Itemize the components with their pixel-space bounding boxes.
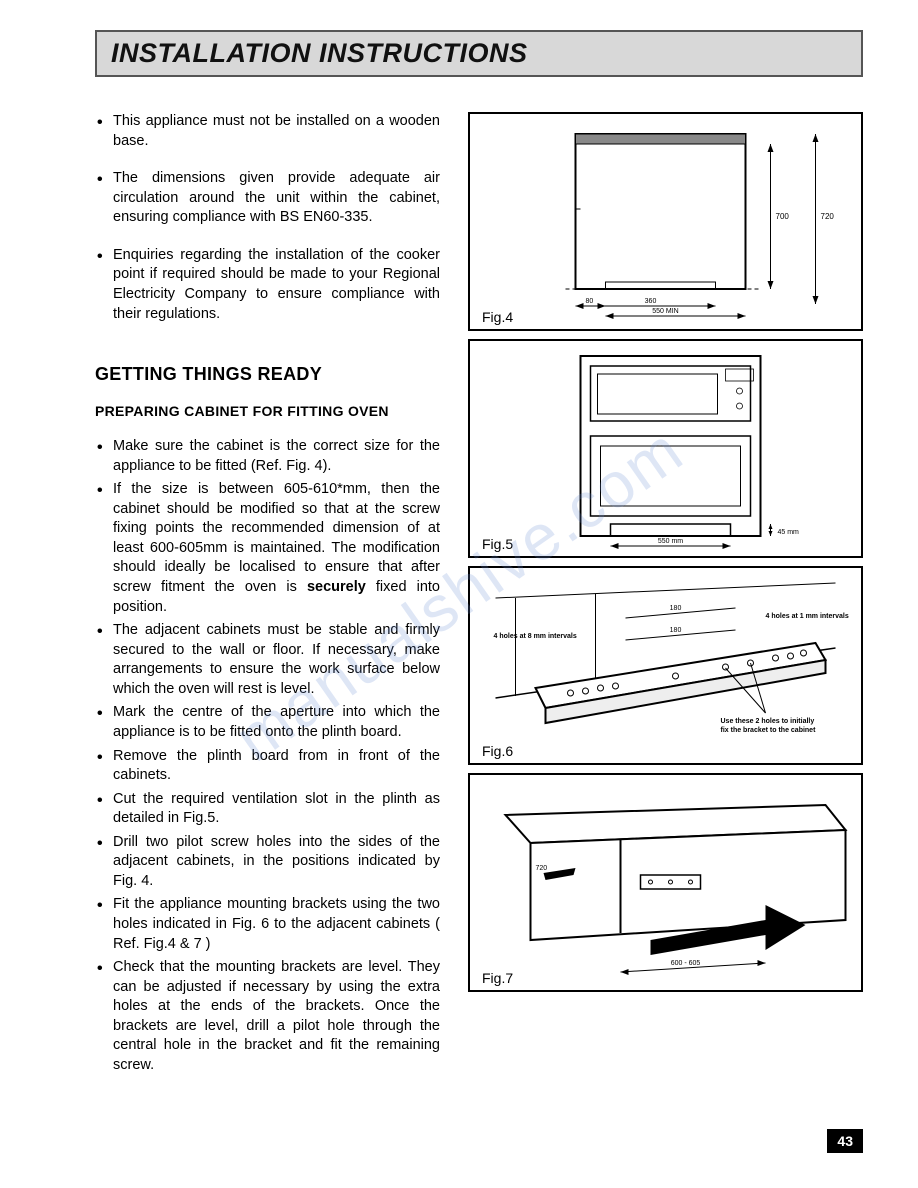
bullet: Make sure the cabinet is the correct siz… — [95, 437, 440, 476]
figure-caption: Fig.4 — [478, 309, 517, 325]
bullet: Drill two pilot screw holes into the sid… — [95, 833, 440, 892]
dim: 550 mm — [658, 538, 683, 545]
section-heading: GETTING THINGS READY — [95, 364, 440, 385]
right-column: 700 720 80 360 — [468, 112, 863, 1106]
figure-4: 700 720 80 360 — [468, 112, 863, 331]
label: fix the bracket to the cabinet — [721, 727, 817, 734]
columns: This appliance must not be installed on … — [95, 112, 863, 1106]
dim: 600 - 605 — [671, 960, 701, 967]
figure-7: 720 600 - 605 Fig.7 — [468, 773, 863, 992]
dim: 720 — [536, 865, 548, 872]
bullet: Enquiries regarding the installation of … — [95, 246, 440, 324]
label: 4 holes at 1 mm intervals — [766, 613, 849, 620]
bullet: Fit the appliance mounting brackets usin… — [95, 895, 440, 954]
prep-list: Make sure the cabinet is the correct siz… — [95, 437, 440, 1075]
page-title: INSTALLATION INSTRUCTIONS — [111, 38, 847, 69]
sub-heading: PREPARING CABINET FOR FITTING OVEN — [95, 403, 440, 419]
bullet: The adjacent cabinets must be stable and… — [95, 621, 440, 699]
bullet: Check that the mounting brackets are lev… — [95, 958, 440, 1075]
dim: 360 — [645, 298, 657, 305]
figure-6: 180 180 4 holes at 8 mm intervals 4 hole… — [468, 566, 863, 765]
dim: 550 MIN — [652, 308, 678, 315]
dim: 45 mm — [778, 529, 800, 536]
intro-list: This appliance must not be installed on … — [95, 112, 440, 324]
bullet: Mark the centre of the aperture into whi… — [95, 703, 440, 742]
left-column: This appliance must not be installed on … — [95, 112, 440, 1106]
bullet: The dimensions given provide adequate ai… — [95, 169, 440, 228]
figure-5: 550 mm 45 mm Fig.5 — [468, 339, 863, 558]
bullet: Cut the required ventilation slot in the… — [95, 790, 440, 829]
figure-caption: Fig.5 — [478, 536, 517, 552]
label: 4 holes at 8 mm intervals — [494, 633, 577, 640]
label: Use these 2 holes to initially — [721, 718, 815, 725]
figure-caption: Fig.6 — [478, 743, 517, 759]
title-bar: INSTALLATION INSTRUCTIONS — [95, 30, 863, 77]
bullet: This appliance must not be installed on … — [95, 112, 440, 151]
dim: 180 — [670, 627, 682, 634]
page: INSTALLATION INSTRUCTIONS This appliance… — [0, 0, 918, 1188]
bullet: Remove the plinth board from in front of… — [95, 747, 440, 786]
dim: 180 — [670, 605, 682, 612]
dim: 700 — [776, 212, 790, 221]
figure-caption: Fig.7 — [478, 970, 517, 986]
dim: 720 — [821, 212, 835, 221]
dim: 80 — [586, 298, 594, 305]
page-number: 43 — [827, 1129, 863, 1153]
bullet: If the size is between 605-610*mm, then … — [95, 480, 440, 617]
